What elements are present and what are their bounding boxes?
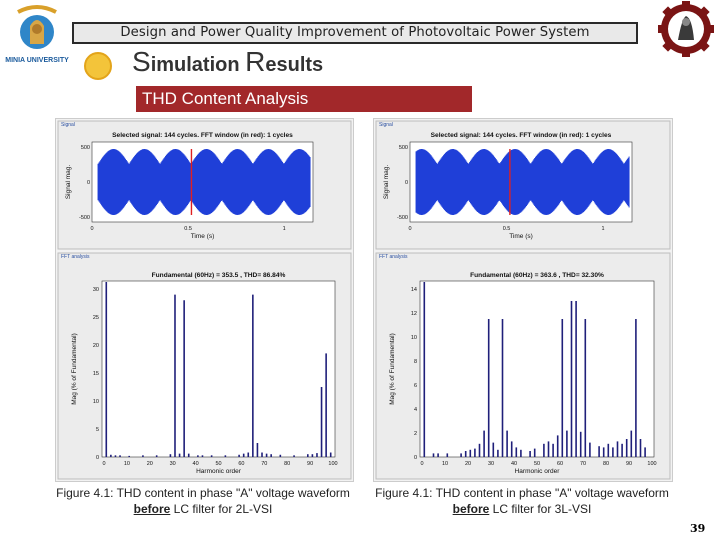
signal-ytick: 0: [87, 180, 90, 186]
signal-xlabel: Time (s): [509, 233, 533, 240]
fft-ytick: 30: [93, 287, 99, 293]
signal-plot-title: Selected signal: 144 cycles. FFT window …: [112, 132, 293, 139]
fft-xtick: 80: [603, 461, 609, 467]
fft-ytick: 8: [414, 359, 417, 365]
faculty-gear-logo: [652, 0, 720, 58]
fft-ytick: 15: [93, 371, 99, 377]
fft-xtick: 20: [147, 461, 153, 467]
fft-ytick: 20: [93, 343, 99, 349]
fft-xtick: 0: [420, 461, 423, 467]
fft-xtick: 30: [488, 461, 494, 467]
fft-xlabel: Harmonic order: [515, 468, 561, 475]
signal-panel-tag: Signal: [379, 122, 393, 128]
signal-ytick: -500: [79, 215, 90, 221]
signal-ytick: 0: [405, 180, 408, 186]
fft-xtick: 50: [534, 461, 540, 467]
fft-ytick: 5: [96, 427, 99, 433]
signal-xtick: 1: [283, 226, 286, 232]
fft-ytick: 4: [414, 407, 417, 413]
page-number: 39: [690, 522, 706, 535]
fft-xtick: 80: [284, 461, 290, 467]
signal-xtick: 1: [602, 226, 605, 232]
minia-university-logo: MINIA UNIVERSITY: [4, 2, 70, 68]
fft-xtick: 0: [102, 461, 105, 467]
signal-ytick: -500: [397, 215, 408, 221]
fft-plot-title: Fundamental (60Hz) = 363.6 , THD= 32.30%: [470, 272, 604, 279]
fft-xtick: 30: [170, 461, 176, 467]
fft-xtick: 20: [465, 461, 471, 467]
fft-ytick: 25: [93, 315, 99, 321]
fft-plot-title: Fundamental (60Hz) = 353.5 , THD= 86.84%: [152, 272, 286, 279]
fft-panel-tag: FFT analysis: [61, 254, 90, 260]
figure-2l-vsi: Signal FFT analysis Selected signal: 144 c…: [55, 118, 478, 482]
signal-xtick: 0: [90, 226, 93, 232]
lightbulb-icon: [84, 52, 112, 80]
signal-ytick: 500: [399, 145, 408, 151]
fft-xtick: 90: [626, 461, 632, 467]
signal-xtick: 0.5: [184, 226, 192, 232]
signal-ytick: 500: [81, 145, 90, 151]
fft-xtick: 100: [328, 461, 337, 467]
fft-xtick: 60: [557, 461, 563, 467]
fft-xtick: 10: [442, 461, 448, 467]
university-name: MINIA UNIVERSITY: [5, 57, 69, 64]
fft-xlabel: Harmonic order: [196, 468, 242, 475]
fft-ylabel: Mag (% of Fundamental): [389, 333, 396, 405]
figure-caption-2l: Figure 4.1: THD content in phase "A" vol…: [56, 486, 350, 516]
fft-ytick: 2: [414, 431, 417, 437]
signal-xtick: 0: [408, 226, 411, 232]
fft-ytick: 0: [96, 455, 99, 461]
title-banner: Design and Power Quality Improvement of …: [72, 22, 638, 44]
fft-xtick: 70: [261, 461, 267, 467]
signal-panel-tag: Signal: [61, 122, 75, 128]
fft-xtick: 60: [238, 461, 244, 467]
fft-ytick: 6: [414, 383, 417, 389]
signal-xtick: 0.5: [503, 226, 511, 232]
fft-xtick: 10: [124, 461, 130, 467]
figure-caption-3l: Figure 4.1: THD content in phase "A" vol…: [375, 486, 669, 516]
fft-ytick: 12: [411, 311, 417, 317]
fft-ytick: 10: [411, 335, 417, 341]
fft-ytick: 14: [411, 287, 417, 293]
section-title: Simulation Results: [132, 46, 324, 77]
fft-ylabel: Mag (% of Fundamental): [71, 333, 78, 405]
fft-xtick: 70: [580, 461, 586, 467]
subheader-bar: THD Content Analysis: [136, 86, 472, 112]
fft-xtick: 90: [307, 461, 313, 467]
fft-xtick: 40: [193, 461, 199, 467]
signal-plot-title: Selected signal: 144 cycles. FFT window …: [431, 132, 612, 139]
fft-ytick: 0: [414, 455, 417, 461]
figure-3l-vsi: Signal FFT analysis Selected signal: 144 c…: [373, 118, 703, 482]
fft-ytick: 10: [93, 399, 99, 405]
signal-ylabel: Signal mag.: [65, 165, 72, 200]
fft-xtick: 40: [511, 461, 517, 467]
signal-ylabel: Signal mag.: [383, 165, 390, 200]
banner-text: Design and Power Quality Improvement of …: [74, 24, 636, 42]
fft-panel-tag: FFT analysis: [379, 254, 408, 260]
signal-xlabel: Time (s): [191, 233, 215, 240]
signal-waveform: [415, 149, 630, 215]
fft-xtick: 50: [215, 461, 221, 467]
fft-xtick: 100: [647, 461, 656, 467]
